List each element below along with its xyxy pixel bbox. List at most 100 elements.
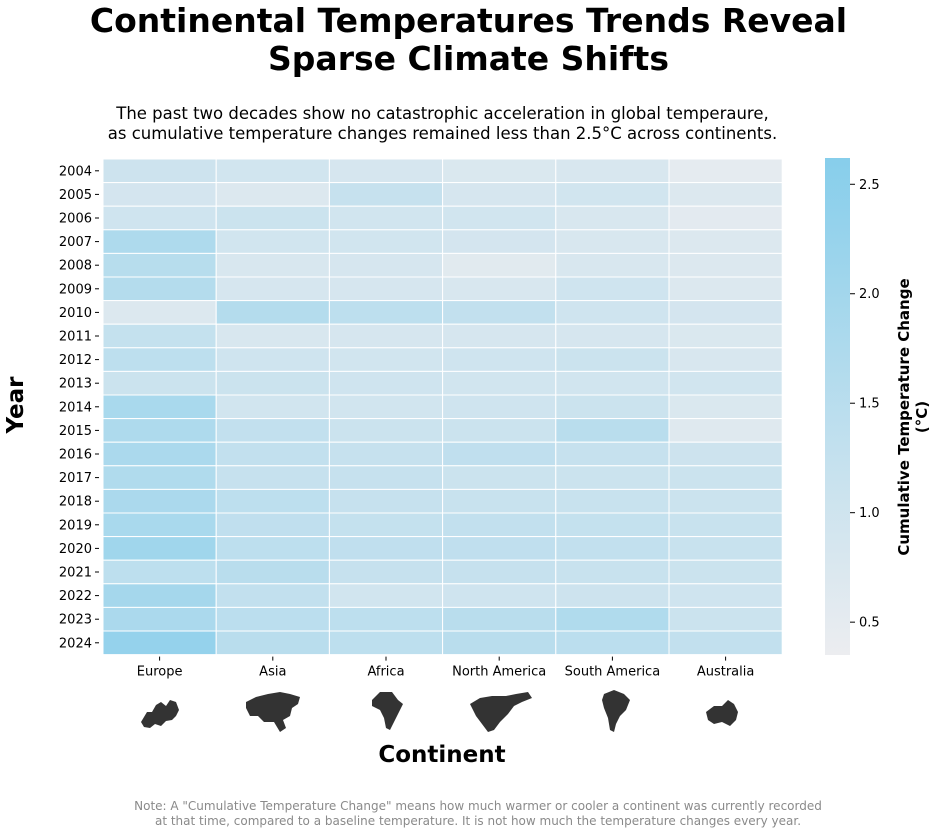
heatmap-cell [328,418,444,443]
heatmap-cell [555,158,670,184]
heatmap-cell [328,559,444,585]
heatmap-cell [102,158,217,184]
y-tick-label: 2009 [59,282,92,297]
heatmap-cell [102,583,217,608]
heatmap-cell [668,512,783,538]
y-tick-labels: 2004 2005 2006 2007 2008 2009 2010 2011 2012 2013… [59,164,99,651]
heatmap-cell [102,252,217,278]
y-tick-label: 2024 [59,636,92,651]
heatmap-cell [328,630,444,656]
heatmap-cell [442,252,557,278]
heatmap-cell [215,229,330,254]
north-america-map-icon [470,692,532,732]
chart-title-line-2: Sparse Climate Shifts [268,39,669,78]
south-america-map-icon [602,690,630,732]
heatmap-cell [215,182,330,207]
heatmap-cell [215,606,330,632]
heatmap-cell [215,512,330,538]
heatmap-cell [102,300,217,325]
heatmap-cell [668,394,783,420]
heatmap-cell [668,606,783,632]
heatmap-cell [102,606,217,632]
heatmap-cell [102,630,217,656]
heatmap-cell [215,441,330,467]
heatmap-cell [328,229,444,254]
heatmap-cell [442,465,557,490]
y-tick-label: 2023 [59,613,92,628]
heatmap-cell [555,536,670,561]
heatmap-cell [442,300,557,325]
heatmap-cell [328,583,444,608]
heatmap-cell [555,583,670,608]
y-tick-label: 2013 [59,377,92,392]
heatmap-cell [102,205,217,231]
heatmap-cell [555,370,670,396]
heatmap-cell [555,205,670,231]
heatmap-cell [668,418,783,443]
heatmap-cell [668,158,783,184]
heatmap-cell [555,229,670,254]
heatmap-cell [442,606,557,632]
heatmap-cell [328,276,444,302]
heatmap-cell [442,158,557,184]
heatmap-cell [668,630,783,656]
chart-subtitle-line-2: as cumulative temperature changes remain… [107,124,778,143]
heatmap-cell [555,630,670,656]
y-tick-label: 2011 [59,330,92,345]
colorbar-tick-label: 1.0 [859,506,880,521]
heatmap-cell [555,465,670,490]
heatmap-cell [102,347,217,372]
heatmap-cell [442,583,557,608]
colorbar-tick-label: 2.5 [859,178,880,193]
x-tick-label: South America [565,665,661,680]
heatmap-cell [555,418,670,443]
heatmap-cell [102,512,217,538]
heatmap-cell [102,465,217,490]
heatmap-cell [102,229,217,254]
colorbar-tick-label: 2.0 [859,287,880,302]
chart-title: Continental Temperatures Trends Reveal S… [0,2,937,78]
footnote: Note: A "Cumulative Temperature Change" … [0,799,937,829]
heatmap-cell [555,300,670,325]
heatmap-cell [442,276,557,302]
heatmap-cell [328,488,444,514]
heatmap-cell [102,418,217,443]
heatmap-cell [555,488,670,514]
y-tick-label: 2017 [59,471,92,486]
heatmap-cell [215,158,330,184]
y-tick-label: 2006 [59,212,92,227]
heatmap-cell [668,323,783,349]
heatmap-cell [215,347,330,372]
heatmap-cell [328,536,444,561]
colorbar-ticks: 0.5 1.0 1.5 2.0 2.5 [850,178,880,631]
heatmap-cell [328,323,444,349]
y-tick-label: 2021 [59,566,92,581]
heatmap-cell [442,205,557,231]
heatmap-cell [668,465,783,490]
heatmap-cell [215,205,330,231]
heatmap-cell [442,229,557,254]
heatmap-cell [668,370,783,396]
heatmap-cell [328,347,444,372]
heatmap-cell [215,559,330,585]
heatmap-cell [668,488,783,514]
y-tick-label: 2010 [59,306,92,321]
heatmap-cell [215,394,330,420]
continent-icons [141,690,738,732]
heatmap-cell [328,158,444,184]
y-tick-label: 2019 [59,518,92,533]
heatmap-cell [555,323,670,349]
x-tick-label: Asia [259,665,286,680]
heatmap-cell [555,441,670,467]
heatmap-cell [442,347,557,372]
y-tick-label: 2005 [59,188,92,203]
heatmap-cell [442,441,557,467]
x-axis-label: Continent [378,742,506,768]
x-tick-label: North America [452,665,546,680]
heatmap-cell [215,488,330,514]
heatmap-cell [102,370,217,396]
heatmap-cell [328,182,444,207]
africa-map-icon [372,692,403,730]
heatmap-cell [555,347,670,372]
